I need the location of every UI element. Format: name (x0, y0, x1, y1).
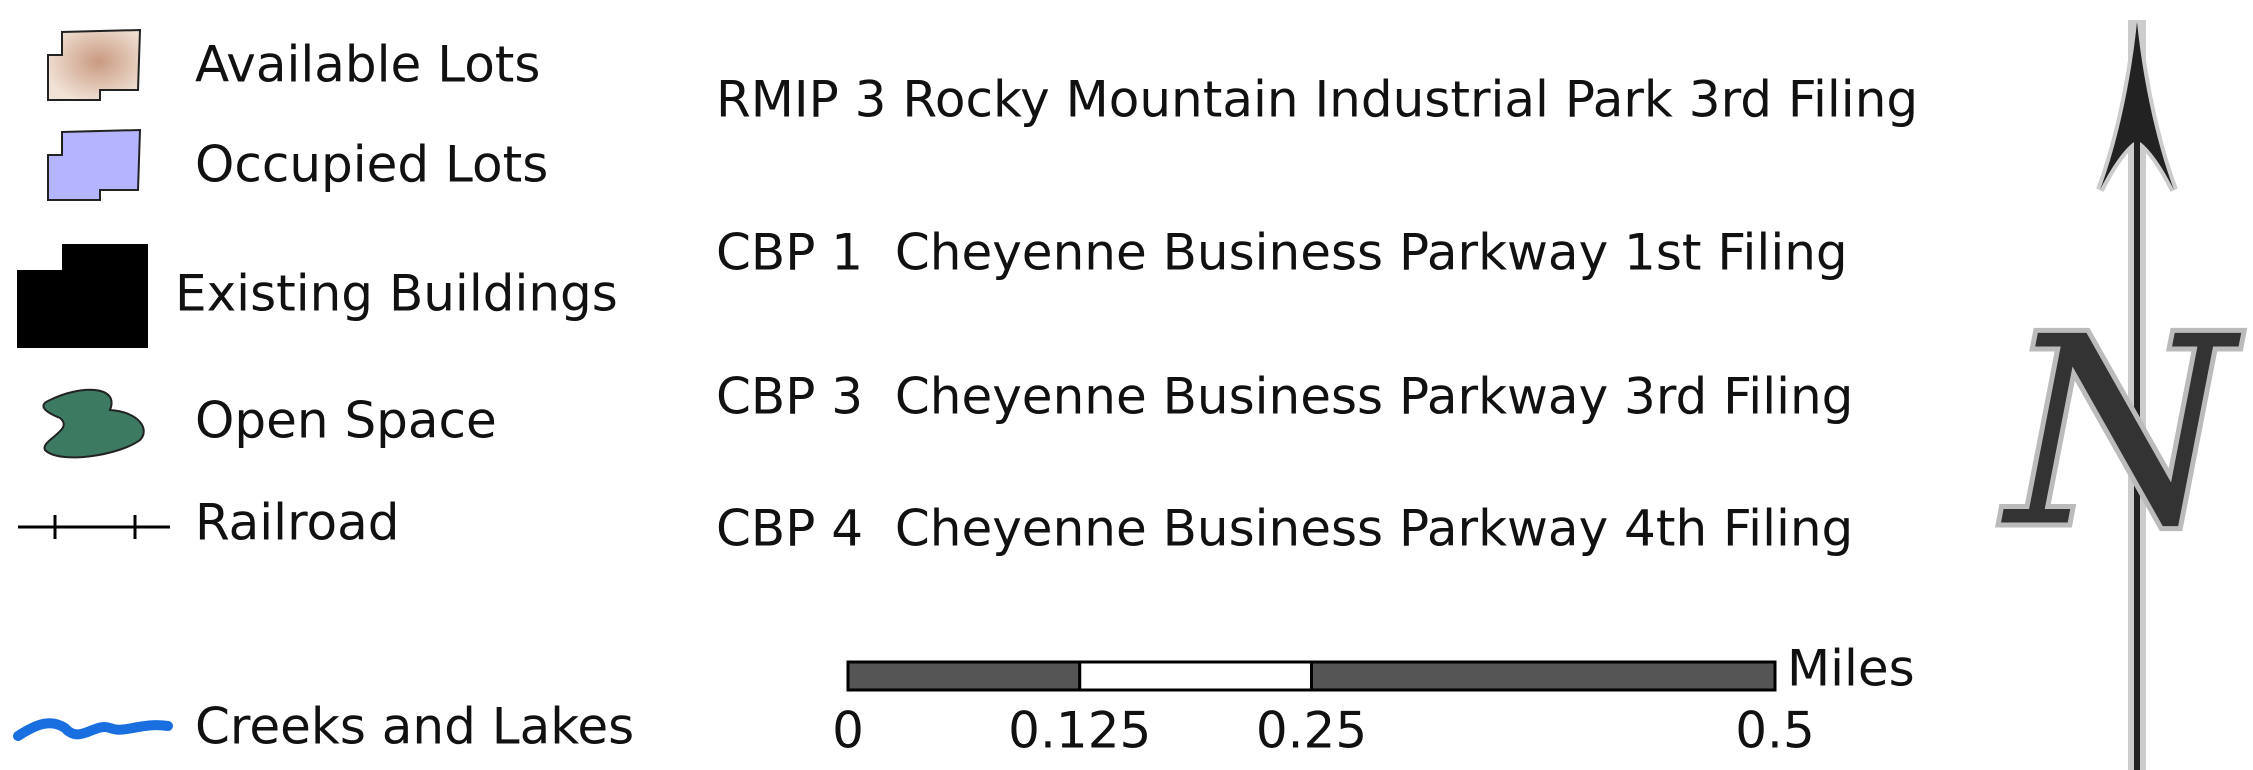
north-arrow (2096, 20, 2178, 770)
scale-tick-label: 0 (832, 702, 864, 760)
open-space-icon (42, 388, 145, 459)
scale-tick-label: 0.125 (1008, 702, 1151, 760)
existing-buildings-icon (17, 244, 148, 348)
filing-label: CBP 4 Cheyenne Business Parkway 4th Fili… (716, 500, 1853, 558)
legend-label: Open Space (195, 392, 497, 450)
scale-segment (846, 660, 1082, 692)
scale-segment (1078, 660, 1313, 692)
legend-label: Occupied Lots (195, 136, 548, 194)
scale-tick-label: 0.25 (1256, 702, 1367, 760)
filing-label: CBP 1 Cheyenne Business Parkway 1st Fili… (716, 224, 1848, 282)
available-lots-icon (47, 28, 142, 101)
north-label: N (1998, 282, 2242, 584)
occupied-lots-icon (47, 128, 142, 201)
scale-tick-label: 0.5 (1735, 702, 1815, 760)
filing-label: CBP 3 Cheyenne Business Parkway 3rd Fili… (716, 368, 1853, 426)
legend-label: Creeks and Lakes (195, 698, 634, 756)
scale-unit: Miles (1787, 640, 1915, 698)
creeks-icon (13, 718, 173, 741)
legend-label: Railroad (195, 494, 400, 552)
legend-label: Available Lots (195, 36, 540, 94)
scale-segment (1310, 660, 1777, 692)
legend-label: Existing Buildings (175, 265, 618, 323)
filing-label: RMIP 3 Rocky Mountain Industrial Park 3r… (716, 71, 1918, 129)
railroad-icon (18, 515, 170, 539)
